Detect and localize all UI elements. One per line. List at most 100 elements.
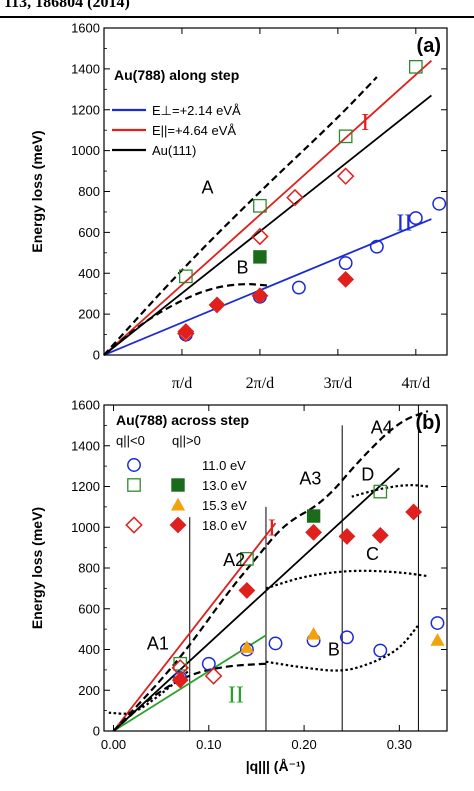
panel-label: (b) [415,412,441,434]
y-tick-label: 1200 [71,479,100,494]
data-point-blue-circles [369,239,384,254]
x-tick-label: 0.00 [101,737,126,752]
data-point-blue-circles [291,280,306,295]
data-point-orange-triangles [239,640,254,653]
annotation-label: A1 [147,634,169,654]
data-point-blue-circles [201,656,216,671]
y-tick-label: 400 [78,266,100,281]
annotation-label: II [396,210,412,236]
data-point-blue-circles [430,616,445,630]
y-tick-label: 0 [93,348,100,363]
data-point-blue-circles [432,196,447,211]
data-point-red-filled-diamonds [305,523,323,541]
panel-title: Au(788) across step [116,412,249,428]
data-point-green-open-squares [253,198,267,213]
legend-marker-positive [171,478,185,492]
legend-marker-negative [127,478,141,492]
x-tick-label: π/d [172,375,193,392]
annotation-label: B [328,640,340,660]
curve-dashed-lower [112,662,267,732]
annotation-label: B [237,257,249,277]
curve-dotted-B [265,624,420,672]
panel-a: 0 200 400 600 800 1000 1200 1400 1600 π/d 2π/d 3π/d… [29,21,448,392]
data-point-red-filled-diamonds [338,528,356,545]
data-point-red-filled-diamonds [337,270,355,288]
x-tick-label: 0.30 [387,737,412,752]
data-point-blue-circles [373,643,388,658]
curve-blue-fit [103,218,432,356]
y-tick-label: 800 [78,184,100,199]
legend-marker-positive [170,497,186,511]
legend-header: q||<0 [116,433,145,448]
y-axis-label: Energy loss (meV) [29,507,45,629]
annotation-label: I [361,110,369,136]
annotation-label: A4 [371,418,393,438]
annotation-label: C [366,544,379,564]
annotation-label: A [201,178,213,198]
y-tick-label: 1000 [71,143,100,158]
curve-dotted-C [265,569,429,590]
annotation-label: D [361,464,374,484]
curve-black-au111 [103,94,432,356]
x-tick-label: 3π/d [324,375,353,392]
legend-marker-negative [127,458,141,472]
legend-label: Au(111) [152,143,196,158]
y-tick-label: 800 [78,561,100,576]
header-text: 113, 186804 (2014) [4,0,130,11]
data-point-red-filled-diamonds [405,503,423,521]
page-header: 113, 186804 (2014) [0,0,474,18]
data-point-red-open-diamonds [204,667,223,685]
data-point-orange-triangles [430,633,445,646]
y-tick-label: 0 [93,724,100,739]
panel-b: 0 200 400 600 800 1000 1200 1400 1600 0.00 0.10 0.2… [29,398,448,774]
y-tick-label: 1400 [71,61,100,76]
data-point-red-open-diamonds [286,188,304,207]
annotation-label: II [228,682,244,708]
curve-dashed-B [103,283,268,356]
data-point-green-open-squares [179,269,193,284]
data-point-blue-circles [268,636,283,651]
y-tick-label: 200 [78,307,100,322]
plot-frame [103,404,448,732]
x-tick-label: 4π/d [402,375,431,392]
header-rule [0,16,474,18]
panel-title: Au(788) along step [114,67,239,83]
data-point-red-filled-diamonds [208,296,226,314]
data-point-green-open-squares [338,129,353,144]
y-tick-label: 1600 [71,21,100,36]
y-tick-label: 600 [78,601,100,616]
legend-label: 15.3 eV [202,498,247,513]
y-tick-label: 600 [78,225,100,240]
curve-dashed-A [103,76,378,356]
y-tick-label: 1400 [71,438,100,453]
data-point-orange-triangles [306,626,321,640]
panel-label: (a) [417,35,441,57]
curve-red-fit [112,522,277,732]
y-tick-label: 1600 [71,398,100,413]
data-point-green-open-squares [373,484,388,499]
y-tick-label: 1200 [71,102,100,117]
curve-black-au111 [112,467,400,732]
data-point-red-filled-diamonds [238,582,256,599]
data-point-red-filled-diamonds [177,323,195,340]
data-point-blue-circles [340,630,354,645]
legend-label: 11.0 eV [202,458,246,473]
legend-marker-positive [169,516,187,534]
data-point-red-open-diamonds [336,167,355,185]
data-point-green-open-squares [408,59,423,74]
data-point-red-filled-diamonds [251,287,269,305]
annotation-label: A3 [299,468,321,488]
legend-label: 18.0 eV [202,518,247,533]
data-point-blue-circles [338,256,353,270]
legend-label: E⊥=+2.14 eVÅ [152,103,241,118]
x-tick-label: 0.20 [291,737,316,752]
curve-dotted-D [351,484,429,498]
data-point-green-open-squares [240,551,254,566]
y-axis-label: Energy loss (meV) [29,130,45,252]
legend-label: E||=+4.64 eVÅ [152,123,236,138]
legend-header: q||>0 [172,433,201,448]
data-point-red-open-diamonds [251,227,269,246]
legend-marker-negative [125,516,143,534]
x-tick-label: 2π/d [246,375,275,392]
